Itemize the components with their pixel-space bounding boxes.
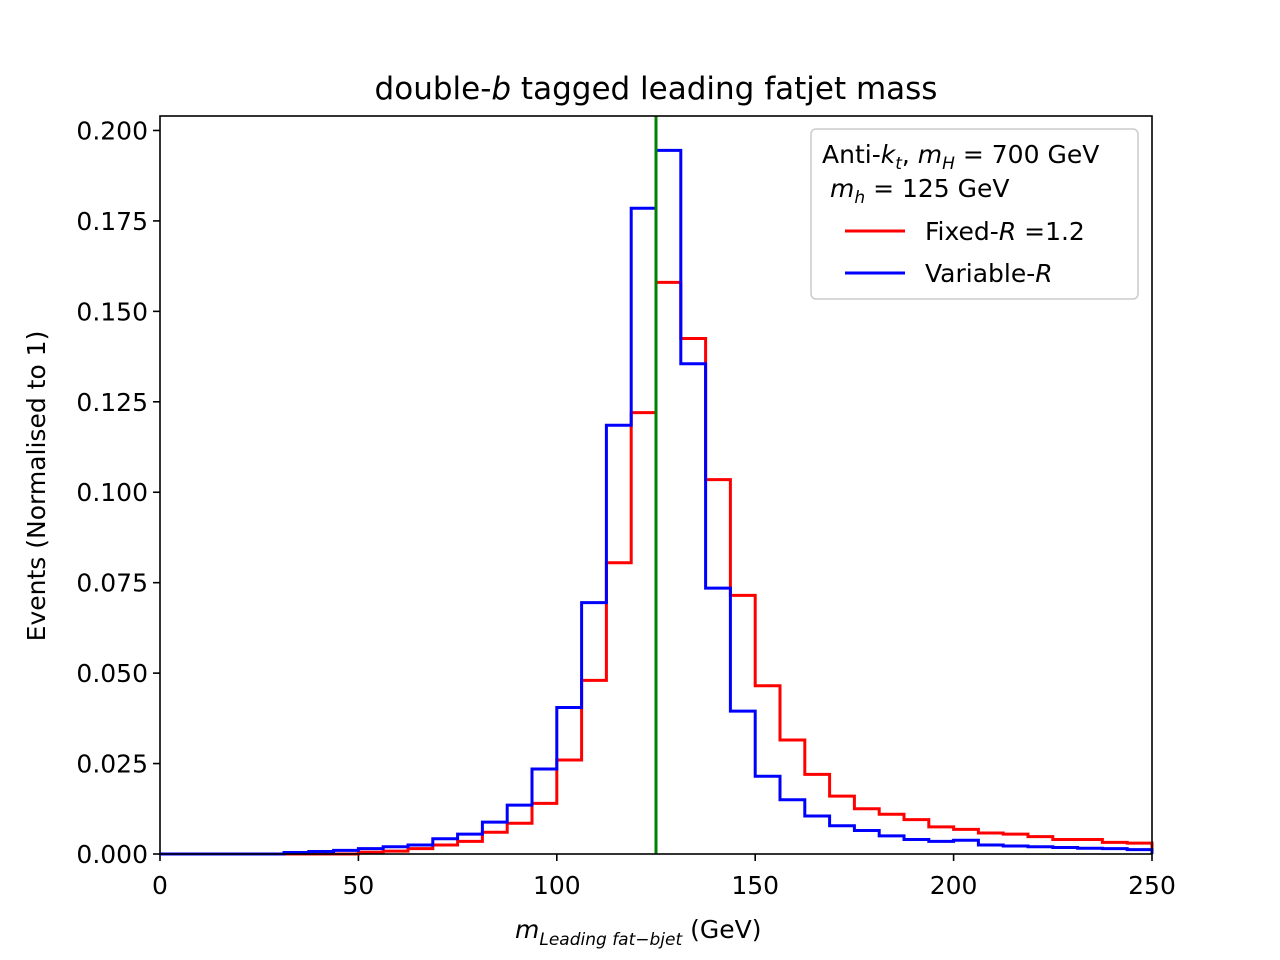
y-tick-label: 0.200 <box>76 116 148 145</box>
x-tick-label: 200 <box>930 871 978 900</box>
chart-title: double-b tagged leading fatjet mass <box>375 71 938 107</box>
y-axis-label: Events (Normalised to 1) <box>22 331 51 642</box>
y-tick-label: 0.150 <box>76 297 148 326</box>
y-tick-label: 0.125 <box>76 388 148 417</box>
x-tick-label: 50 <box>342 871 374 900</box>
x-tick-label: 100 <box>533 871 581 900</box>
x-axis-ticks: 0 50 100 150 200 250 <box>152 854 1176 900</box>
legend-box <box>810 128 1139 300</box>
y-tick-label: 0.075 <box>76 569 148 598</box>
legend-label-fixed-r: Fixed-R =1.2 <box>925 217 1085 246</box>
legend-label-variable-r: Variable-R <box>925 259 1053 288</box>
legend-title-line2: mh = 125 GeV <box>830 174 1010 208</box>
y-axis-ticks: 0.000 0.025 0.050 0.075 0.100 0.125 0.150 0.175… <box>76 116 160 869</box>
legend-title-line1: Anti-kt, mH = 700 GeV <box>822 140 1099 174</box>
y-tick-label: 0.025 <box>76 750 148 779</box>
axes-frame <box>159 115 1153 855</box>
y-tick-label: 0.000 <box>76 840 148 869</box>
y-tick-label: 0.175 <box>76 207 148 236</box>
x-tick-label: 0 <box>152 871 168 900</box>
series-variable-r-step <box>160 148 1154 856</box>
x-tick-label: 150 <box>731 871 779 900</box>
x-axis-label: mLeading fat−bjet (GeV) <box>515 915 761 950</box>
series-fixed-r-step <box>160 280 1154 856</box>
series-group <box>160 148 1154 856</box>
legend: Anti-kt, mH = 700 GeV mh = 125 GeV Fixed… <box>810 128 1139 300</box>
y-tick-label: 0.100 <box>76 478 148 507</box>
y-tick-label: 0.050 <box>76 659 148 688</box>
x-tick-label: 250 <box>1128 871 1176 900</box>
plot-area: 0.000 0.025 0.050 0.075 0.100 0.125 0.150 0.175… <box>76 115 1176 900</box>
